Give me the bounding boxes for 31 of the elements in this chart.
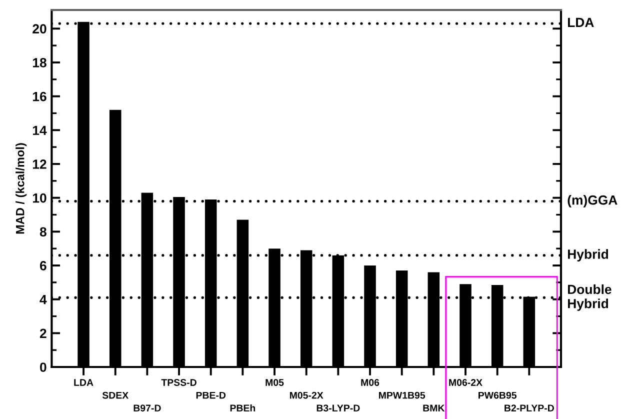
y-tick-label: 20 xyxy=(32,24,46,34)
x-tick-label: B2-PLYP-D xyxy=(504,404,554,412)
y-tick-label: 4 xyxy=(40,295,47,304)
y-tick-label: 16 xyxy=(32,92,46,102)
ref-line-label: Hybrid xyxy=(568,249,608,262)
y-tick-label: 0 xyxy=(40,362,46,372)
x-tick-label: PW6B95 xyxy=(478,392,517,399)
y-tick-label: 12 xyxy=(32,160,46,169)
y-tick-label: 14 xyxy=(32,126,47,135)
x-tick-label: B3-LYP-D xyxy=(316,404,360,412)
x-tick-label: M06-2X xyxy=(449,379,482,386)
ref-line-label: LDA xyxy=(568,18,594,27)
x-tick-label: M05 xyxy=(266,379,284,386)
y-tick-label: 18 xyxy=(32,58,46,68)
y-tick-label: 2 xyxy=(40,328,46,338)
ref-line-label: (m)GGA xyxy=(568,195,618,208)
x-tick-label: PBE-D xyxy=(196,392,226,399)
x-tick-label: BMK xyxy=(423,404,445,412)
x-tick-label: B97-D xyxy=(134,404,161,412)
y-tick-label: 10 xyxy=(32,193,46,203)
ref-line-label: Double Hybrid xyxy=(568,284,612,311)
x-tick-label: TPSS-D xyxy=(161,379,196,386)
x-tick-label: PBEh xyxy=(230,404,256,412)
x-tick-label: SDEX xyxy=(102,392,129,399)
y-tick-label: 8 xyxy=(40,227,46,237)
x-tick-label: LDA xyxy=(74,379,94,386)
y-axis-title: MAD / (kcal/mol) xyxy=(16,143,27,234)
y-tick-label: 6 xyxy=(40,261,46,270)
x-tick-label: MPW1B95 xyxy=(378,392,426,399)
x-tick-label: M05-2X xyxy=(290,392,324,399)
x-tick-label: M06 xyxy=(361,379,380,386)
